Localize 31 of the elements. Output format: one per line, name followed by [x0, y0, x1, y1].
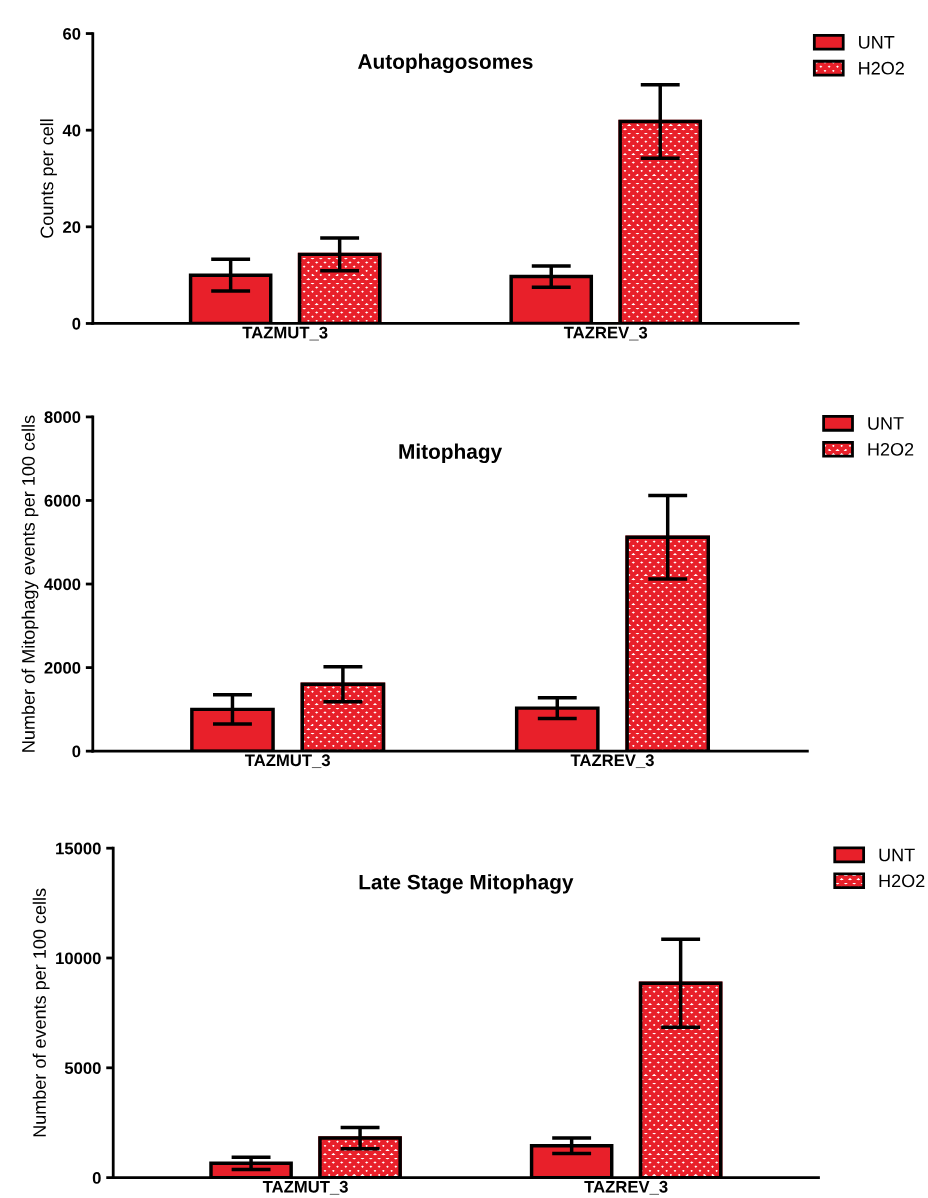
y-tick-label: 20 [63, 221, 81, 234]
y-tick-label: 15000 [56, 842, 101, 855]
x-tick-label: TAZMUT_3 [242, 326, 328, 341]
y-tick-label: 10000 [56, 952, 101, 965]
legend-label: H2O2 [868, 442, 914, 456]
legend-label: UNT [879, 848, 915, 862]
x-tick-label: TAZMUT_3 [244, 754, 330, 769]
x-tick-label: TAZREV_3 [563, 326, 648, 341]
legend-label: UNT [868, 417, 904, 430]
text: Autophagosomes [358, 53, 533, 74]
y-axis-title: Counts per cell [40, 119, 57, 238]
y-tick-label: 40 [62, 124, 81, 137]
y-axis-title: Number of Mitophagy events per 100 cells [21, 415, 39, 752]
x-tick-label: TAZREV_3 [584, 1180, 668, 1195]
y-tick-label: 6000 [44, 494, 81, 507]
y-tick-label: 4000 [44, 578, 81, 591]
x-tick-label: TAZMUT_3 [262, 1180, 348, 1195]
legend-label: UNT [859, 36, 895, 49]
y-tick-label: 0 [72, 317, 81, 330]
y-tick-label: 8000 [44, 411, 81, 424]
text: Mitophagy [399, 443, 503, 464]
y-tick-label: 0 [92, 1172, 101, 1184]
y-tick-label: 2000 [44, 661, 81, 674]
x-tick-label: TAZREV_3 [570, 754, 654, 769]
legend-label: H2O2 [859, 61, 904, 75]
y-axis-title: Number of events per 100 cells [32, 888, 50, 1137]
y-tick-label: 60 [63, 27, 81, 40]
legend-label: H2O2 [879, 874, 925, 888]
y-tick-label: 5000 [64, 1062, 101, 1075]
text: Late Stage Mitophagy [359, 874, 574, 894]
y-tick-label: 0 [72, 745, 81, 758]
